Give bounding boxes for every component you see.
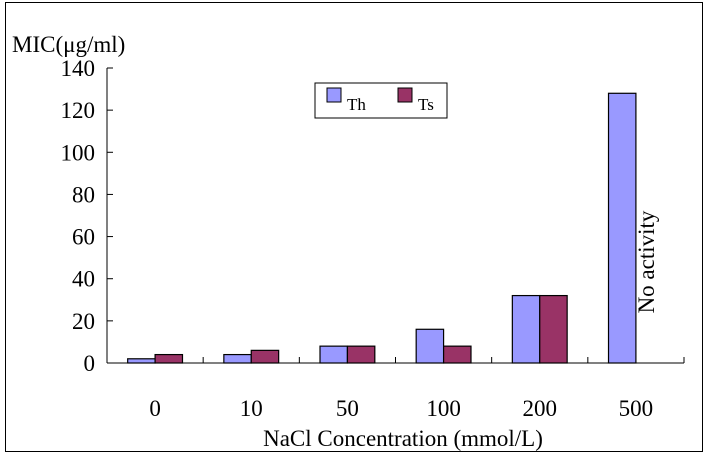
y-tick-label: 40 <box>72 267 95 292</box>
bars <box>127 92 637 364</box>
legend-swatch-th <box>326 87 342 103</box>
x-tick-label: 200 <box>523 396 558 421</box>
legend-label-th: Th <box>347 95 366 114</box>
annotations: No activity <box>634 210 659 313</box>
legend-box <box>314 82 448 119</box>
bar-ts-0 <box>154 353 184 364</box>
axes <box>106 67 685 364</box>
y-tick-labels: 0 20 40 60 80 100 120 140 <box>61 56 96 376</box>
legend: Th Ts <box>314 82 448 119</box>
bar-th-0 <box>127 358 156 364</box>
bar-ts-50 <box>346 345 376 364</box>
x-tick-label: 100 <box>426 396 461 421</box>
x-tick-label: 10 <box>240 396 263 421</box>
bar-th-500 <box>607 92 637 364</box>
legend-label-ts: Ts <box>418 95 434 114</box>
bar-th-100 <box>415 328 445 364</box>
legend-swatch-ts <box>397 87 413 103</box>
bar-th-200 <box>511 294 541 364</box>
x-tick-labels: 0 10 50 100 200 500 <box>149 396 653 421</box>
x-axis-label: NaCl Concentration (mmol/L) <box>263 426 543 451</box>
bar-th-10 <box>223 353 252 364</box>
y-tick-label: 140 <box>61 56 96 81</box>
x-tick-label: 500 <box>619 396 654 421</box>
chart-frame <box>5 2 703 452</box>
y-axis-label: MIC(μg/ml) <box>12 32 125 57</box>
bar-ts-200 <box>539 294 568 364</box>
y-tick-label: 60 <box>72 225 95 250</box>
y-tick-label: 20 <box>72 309 95 334</box>
y-tick-label: 80 <box>72 182 95 207</box>
bar-th-50 <box>319 345 349 364</box>
x-tick-label: 50 <box>336 396 359 421</box>
bar-ts-100 <box>442 345 472 364</box>
y-tick-label: 0 <box>84 351 96 376</box>
y-tick-label: 120 <box>61 98 96 123</box>
y-tick-label: 100 <box>61 140 96 165</box>
annotation-no-activity: No activity <box>634 210 659 313</box>
x-tick-label: 0 <box>149 396 161 421</box>
bar-ts-10 <box>250 349 280 364</box>
